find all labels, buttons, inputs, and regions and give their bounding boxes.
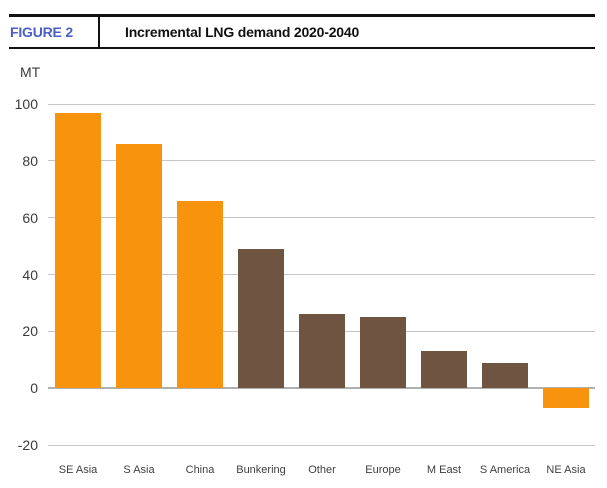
zero-gridline bbox=[48, 387, 595, 390]
bar-bunkering bbox=[238, 248, 284, 389]
bar-s-america bbox=[482, 362, 528, 389]
y-axis-unit-label: MT bbox=[20, 64, 41, 80]
x-category-label: M East bbox=[426, 464, 462, 476]
x-category-label: China bbox=[185, 464, 215, 476]
bar-se-asia bbox=[55, 112, 101, 389]
y-tick-label: -20 bbox=[17, 437, 38, 453]
gridline bbox=[48, 103, 595, 105]
x-category-label: SE Asia bbox=[58, 464, 98, 476]
x-category-label: Bunkering bbox=[236, 464, 286, 476]
header-top-rule bbox=[9, 14, 595, 17]
x-category-label: Europe bbox=[365, 464, 401, 476]
gridline bbox=[48, 160, 595, 162]
bar-ne-asia bbox=[543, 388, 589, 409]
gridline bbox=[48, 444, 595, 446]
figure-title: Incremental LNG demand 2020-2040 bbox=[125, 24, 360, 40]
bar-other bbox=[299, 314, 345, 389]
header-divider bbox=[98, 14, 100, 48]
gridline bbox=[48, 217, 595, 219]
y-tick-label: 80 bbox=[22, 152, 38, 169]
bar-europe bbox=[360, 317, 406, 389]
bar-m-east bbox=[421, 351, 467, 389]
bar-s-asia bbox=[116, 143, 162, 389]
y-tick-label: 20 bbox=[22, 323, 38, 340]
y-tick-label: 100 bbox=[14, 96, 38, 112]
figure-label: FIGURE 2 bbox=[10, 24, 73, 40]
x-category-label: S America bbox=[479, 464, 531, 476]
y-tick-label: 40 bbox=[22, 266, 38, 283]
y-tick-label: 0 bbox=[30, 380, 38, 397]
x-category-label: NE Asia bbox=[546, 464, 586, 476]
gridline bbox=[48, 274, 595, 275]
y-tick-label: 60 bbox=[22, 209, 38, 226]
bar-china bbox=[177, 200, 223, 389]
x-category-label: Other bbox=[308, 464, 336, 476]
header-bottom-rule bbox=[9, 47, 595, 49]
x-category-label: S Asia bbox=[123, 464, 155, 476]
